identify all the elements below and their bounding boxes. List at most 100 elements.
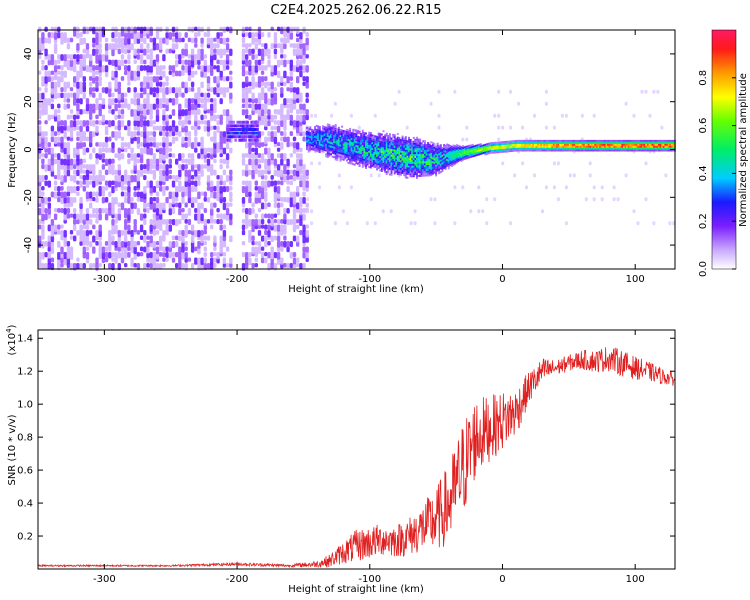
spectrogram-cell bbox=[165, 164, 169, 171]
spectrogram-cell bbox=[621, 143, 624, 146]
spectrogram-cell bbox=[568, 145, 571, 148]
spectrogram-cell bbox=[339, 138, 342, 141]
spectrogram-cell bbox=[473, 154, 476, 157]
spectrogram-cell bbox=[393, 159, 396, 162]
spectrogram-cell bbox=[344, 136, 347, 139]
spectrogram-cell bbox=[325, 143, 328, 146]
spectrogram-cell bbox=[130, 98, 134, 105]
spectrogram-cell bbox=[408, 171, 410, 174]
spectrogram-cell bbox=[322, 129, 324, 132]
spectrogram-cell bbox=[328, 137, 331, 140]
spectrogram-cell bbox=[535, 141, 538, 144]
spectrogram-cell bbox=[611, 139, 614, 142]
spectrogram-cell bbox=[369, 197, 373, 202]
spectrogram-cell bbox=[127, 224, 131, 231]
spectrogram-cell bbox=[136, 125, 141, 132]
spectrogram-cell bbox=[392, 145, 395, 148]
spectrogram-cell bbox=[240, 128, 243, 131]
spectrogram-cell bbox=[403, 149, 406, 152]
spectrogram-cell bbox=[280, 120, 284, 127]
spectrogram-cell bbox=[548, 149, 551, 152]
spectrogram-cell bbox=[331, 125, 334, 128]
spectrogram-cell bbox=[337, 142, 340, 145]
spectrogram-cell bbox=[408, 159, 410, 162]
spectrogram-cell bbox=[190, 54, 195, 61]
spectrogram-cell bbox=[210, 202, 214, 210]
spectrogram-cell bbox=[651, 141, 654, 144]
spectrogram-cell bbox=[567, 145, 570, 148]
spectrogram-cell bbox=[509, 125, 513, 130]
spectrogram-cell bbox=[41, 37, 45, 44]
spectrogram-cell bbox=[427, 142, 430, 144]
spectrogram-cell bbox=[408, 173, 410, 176]
spectrogram-cell bbox=[357, 156, 359, 159]
spectrogram-cell bbox=[632, 145, 635, 148]
spectrogram-cell bbox=[159, 219, 163, 226]
spectrogram-cell bbox=[244, 120, 247, 124]
spectrogram-cell bbox=[361, 144, 364, 147]
spectrogram-cell bbox=[57, 76, 61, 84]
spectrogram-cell bbox=[384, 166, 387, 169]
spectrogram-cell bbox=[305, 76, 309, 83]
spectrogram-cell bbox=[427, 145, 430, 148]
spectrogram-cell bbox=[314, 137, 316, 140]
spectrogram-cell bbox=[50, 230, 55, 237]
spectrogram-cell bbox=[522, 143, 525, 146]
spectrogram-cell bbox=[229, 70, 233, 75]
spectrogram-cell bbox=[328, 129, 331, 132]
spectrogram-cell bbox=[618, 139, 621, 142]
spectrogram-cell bbox=[162, 131, 166, 137]
spectrogram-cell bbox=[629, 139, 632, 142]
spectrogram-cell bbox=[438, 164, 441, 167]
spectrogram-cell bbox=[565, 139, 568, 142]
spectrogram-cell bbox=[92, 213, 96, 218]
spectrogram-cell bbox=[225, 202, 230, 208]
spectrogram-cell bbox=[330, 126, 332, 129]
spectrogram-cell bbox=[165, 186, 169, 191]
spectrogram-cell bbox=[280, 37, 284, 43]
spectrogram-cell bbox=[155, 43, 160, 51]
spectrogram-cell bbox=[646, 145, 649, 148]
spectrogram-cell bbox=[551, 149, 554, 152]
spectrogram-cell bbox=[73, 98, 77, 106]
spectrogram-cell bbox=[323, 126, 326, 128]
spectrogram-cell bbox=[69, 197, 74, 204]
spectrogram-cell bbox=[171, 87, 176, 94]
spectrogram-cell bbox=[656, 149, 659, 152]
spectrogram-cell bbox=[260, 70, 265, 75]
spectrogram-cell bbox=[551, 145, 554, 148]
spectrogram-cell bbox=[486, 152, 488, 155]
spectrogram-cell bbox=[387, 152, 390, 155]
spectrogram-cell bbox=[124, 147, 128, 153]
spectrogram-cell bbox=[441, 170, 444, 172]
spectrogram-cell bbox=[374, 143, 377, 146]
spectrogram-cell bbox=[495, 149, 498, 152]
spectrogram-cell bbox=[178, 252, 182, 259]
spectrogram-cell bbox=[423, 161, 426, 164]
spectrogram-cell bbox=[286, 246, 290, 253]
spectrogram-cell bbox=[361, 164, 364, 166]
spectrogram-cell bbox=[50, 263, 55, 271]
spectrogram-cell bbox=[76, 219, 80, 225]
spectrogram-cell bbox=[246, 124, 249, 128]
spectrogram-cell bbox=[322, 140, 324, 143]
spectrogram-cell bbox=[124, 169, 128, 177]
spectrogram-cell bbox=[417, 163, 420, 166]
spectrogram-cell bbox=[506, 144, 509, 147]
spectrogram-cell bbox=[92, 164, 96, 171]
spectrogram-cell bbox=[104, 180, 109, 186]
spectrogram-cell bbox=[387, 156, 390, 158]
spectrogram-cell bbox=[508, 142, 511, 145]
spectrogram-cell bbox=[630, 145, 633, 148]
spectrogram-cell bbox=[267, 59, 271, 68]
spectrogram-cell bbox=[369, 155, 372, 157]
spectrogram-cell bbox=[216, 114, 220, 120]
spectrogram-cell bbox=[260, 252, 265, 258]
spectrogram-cell bbox=[85, 48, 90, 57]
spectrogram-cell bbox=[396, 159, 399, 162]
spectrogram-cell bbox=[318, 185, 321, 190]
spectrogram-cell bbox=[559, 141, 562, 144]
spectrogram-cell bbox=[152, 153, 157, 160]
spectrogram-cell bbox=[412, 142, 415, 145]
spectrogram-cell bbox=[562, 149, 565, 152]
